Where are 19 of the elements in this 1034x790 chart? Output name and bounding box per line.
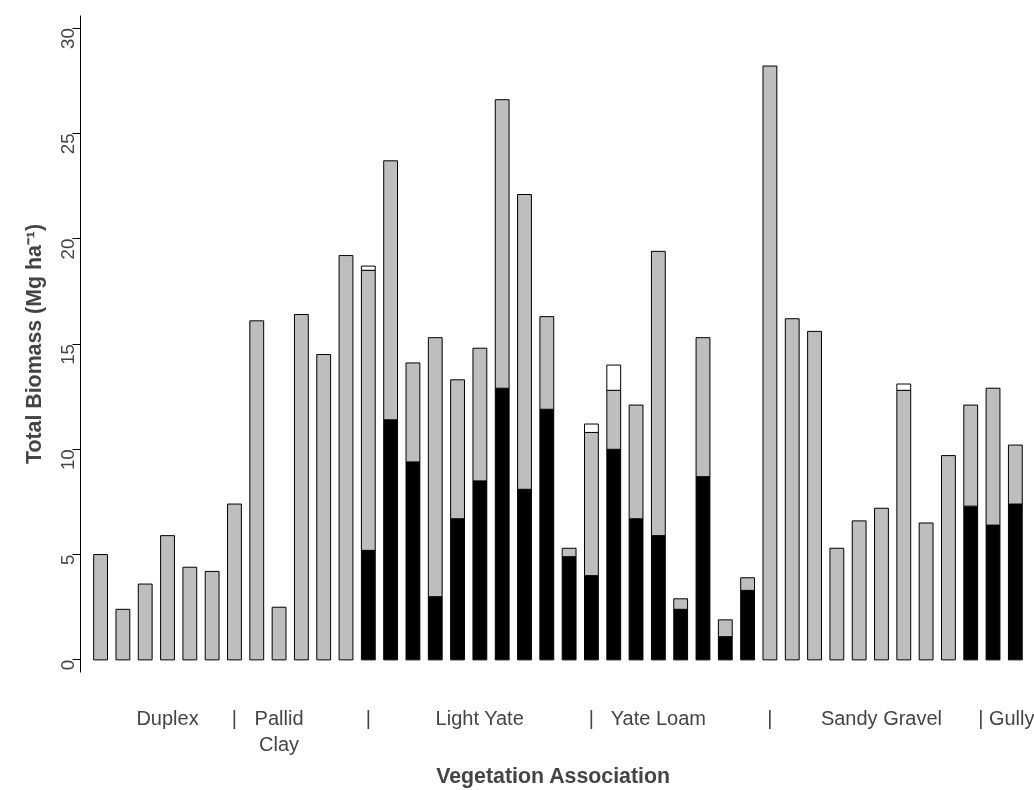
y-axis-title: Total Biomass (Mg ha⁻¹): [21, 223, 46, 465]
x-tick-label: Duplex: [136, 706, 199, 729]
y-tick-label: 10: [57, 449, 78, 471]
x-tick-label: |: [588, 706, 595, 729]
y-tick-label: 20: [57, 238, 78, 260]
x-tick-label: Pallid Clay: [254, 706, 304, 755]
x-tick-label: Light Yate: [435, 706, 524, 729]
y-tick-label: 25: [57, 133, 78, 155]
y-tick-label: 5: [57, 554, 78, 565]
y-tick-label: 0: [57, 659, 78, 671]
x-tick-label: |: [231, 706, 238, 729]
x-axis-title: Vegetation Association: [436, 763, 671, 788]
x-tick-label: |: [365, 706, 371, 729]
y-tick-label: 30: [57, 28, 78, 49]
y-tick-label: 15: [57, 343, 78, 365]
x-tick-label: |: [767, 706, 773, 729]
x-tick-label: Sandy Gravel: [820, 706, 943, 729]
x-tick-label: | Gully: [978, 706, 1034, 729]
x-tick-label: Yate Loam: [610, 706, 706, 729]
